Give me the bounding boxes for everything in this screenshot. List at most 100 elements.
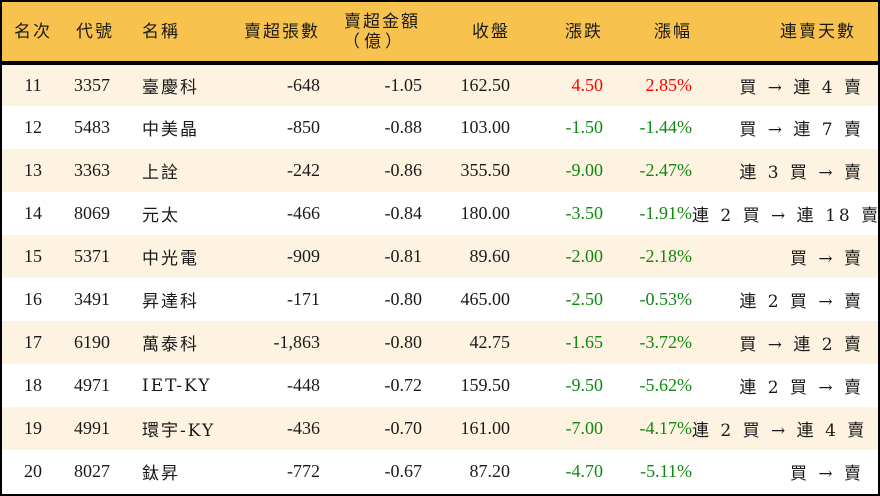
- cell-net-sell-amount: -0.84: [384, 203, 423, 223]
- cell-name: 中美晶: [142, 120, 199, 140]
- table-row[interactable]: 17 6190 萬泰科 -1,863 -0.80 42.75 -1.65 -3.…: [2, 321, 878, 364]
- table-row[interactable]: 18 4971 IET-KY -448 -0.72 159.50 -9.50 -…: [2, 364, 878, 407]
- cell-net-sell-amount: -0.81: [384, 246, 423, 266]
- cell-rank: 20: [24, 461, 42, 481]
- cell-streak: 連 2 買 → 連 4 賣: [692, 421, 868, 441]
- cell-close: 87.20: [469, 461, 511, 481]
- table-row[interactable]: 14 8069 元太 -466 -0.84 180.00 -3.50 -1.91…: [2, 192, 878, 235]
- table-row[interactable]: 15 5371 中光電 -909 -0.81 89.60 -2.00 -2.18…: [2, 235, 878, 278]
- cell-close: 159.50: [460, 375, 511, 395]
- cell-change-pct: -0.53%: [639, 289, 693, 309]
- cell-code: 3357: [74, 75, 110, 95]
- cell-rank: 15: [24, 246, 42, 266]
- cell-close: 162.50: [460, 75, 511, 95]
- cell-streak: 連 2 買 → 連 18 賣: [692, 206, 880, 226]
- cell-change: -9.00: [565, 160, 604, 180]
- cell-net-sell-amount: -0.88: [384, 117, 423, 137]
- cell-code: 3363: [74, 160, 110, 180]
- cell-code: 4991: [74, 418, 110, 438]
- cell-rank: 12: [24, 117, 42, 137]
- cell-name: 萬泰科: [142, 335, 199, 355]
- table-row[interactable]: 20 8027 鈦昇 -772 -0.67 87.20 -4.70 -5.11%…: [2, 450, 878, 493]
- cell-change: -4.70: [565, 461, 604, 481]
- header-code[interactable]: 代號: [64, 2, 134, 65]
- header-change[interactable]: 漲跌: [510, 2, 603, 65]
- cell-streak: 連 2 買 → 賣: [739, 378, 864, 398]
- cell-change: -2.00: [565, 246, 604, 266]
- cell-net-sell-shares: -466: [287, 203, 320, 223]
- cell-rank: 11: [24, 75, 42, 95]
- cell-close: 161.00: [460, 418, 511, 438]
- cell-code: 6190: [74, 332, 110, 352]
- header-net-sell-amount-unit: （億）: [343, 31, 406, 52]
- cell-net-sell-amount: -1.05: [384, 75, 423, 95]
- cell-change-pct: -1.91%: [639, 203, 693, 223]
- table-row[interactable]: 11 3357 臺慶科 -648 -1.05 162.50 4.50 2.85%…: [2, 63, 878, 106]
- cell-net-sell-amount: -0.80: [384, 332, 423, 352]
- cell-change: -7.00: [565, 418, 604, 438]
- cell-name: IET-KY: [142, 375, 212, 396]
- table-row[interactable]: 13 3363 上詮 -242 -0.86 355.50 -9.00 -2.47…: [2, 149, 878, 192]
- cell-change-pct: -4.17%: [639, 418, 693, 438]
- cell-change-pct: -1.44%: [639, 117, 693, 137]
- cell-net-sell-amount: -0.80: [384, 289, 423, 309]
- header-net-sell-shares[interactable]: 賣超張數: [234, 2, 320, 65]
- table-body: 11 3357 臺慶科 -648 -1.05 162.50 4.50 2.85%…: [2, 63, 878, 493]
- cell-close: 180.00: [460, 203, 511, 223]
- cell-change-pct: 2.85%: [645, 75, 693, 95]
- cell-streak: 買 → 賣: [789, 249, 864, 269]
- header-change-pct[interactable]: 漲幅: [603, 2, 692, 65]
- header-rank[interactable]: 名次: [2, 2, 64, 65]
- cell-code: 3491: [74, 289, 110, 309]
- cell-rank: 17: [24, 332, 42, 352]
- table-header-row: 名次 代號 名稱 賣超張數 賣超金額 （億） 收盤 漲跌 漲幅 連賣天數: [2, 2, 878, 65]
- cell-net-sell-amount: -0.86: [384, 160, 423, 180]
- cell-close: 89.60: [469, 246, 511, 266]
- cell-change: -2.50: [565, 289, 604, 309]
- cell-streak: 買 → 賣: [789, 464, 864, 484]
- cell-change-pct: -3.72%: [639, 332, 693, 352]
- cell-net-sell-shares: -1,863: [273, 332, 321, 352]
- cell-change-pct: -5.11%: [640, 461, 692, 481]
- cell-change: -9.50: [565, 375, 604, 395]
- cell-streak: 買 → 連 4 賣: [739, 78, 864, 98]
- header-net-sell-amount-label: 賣超金額: [344, 11, 420, 32]
- header-name[interactable]: 名稱: [134, 2, 234, 65]
- cell-rank: 13: [24, 160, 42, 180]
- header-close[interactable]: 收盤: [422, 2, 510, 65]
- cell-name: 昇達科: [142, 292, 199, 312]
- cell-close: 42.75: [469, 332, 511, 352]
- cell-change: -3.50: [565, 203, 604, 223]
- cell-net-sell-shares: -648: [287, 75, 320, 95]
- cell-rank: 18: [24, 375, 42, 395]
- cell-rank: 16: [24, 289, 42, 309]
- cell-streak: 買 → 連 7 賣: [739, 120, 864, 140]
- cell-net-sell-shares: -909: [287, 246, 320, 266]
- cell-name: 中光電: [142, 249, 199, 269]
- table-row[interactable]: 16 3491 昇達科 -171 -0.80 465.00 -2.50 -0.5…: [2, 278, 878, 321]
- cell-net-sell-shares: -850: [287, 117, 320, 137]
- cell-streak: 連 2 買 → 賣: [739, 292, 864, 312]
- cell-change-pct: -2.47%: [639, 160, 693, 180]
- header-streak[interactable]: 連賣天數: [692, 2, 878, 65]
- table-row[interactable]: 19 4991 環宇-KY -436 -0.70 161.00 -7.00 -4…: [2, 407, 878, 450]
- cell-net-sell-shares: -171: [287, 289, 320, 309]
- cell-close: 103.00: [460, 117, 511, 137]
- cell-code: 5371: [74, 246, 110, 266]
- cell-net-sell-shares: -436: [287, 418, 320, 438]
- header-net-sell-amount[interactable]: 賣超金額 （億）: [320, 2, 422, 65]
- cell-change: 4.50: [571, 75, 604, 95]
- cell-close: 465.00: [460, 289, 511, 309]
- cell-net-sell-amount: -0.70: [384, 418, 423, 438]
- cell-change-pct: -2.18%: [639, 246, 693, 266]
- cell-code: 4971: [74, 375, 110, 395]
- cell-name: 上詮: [142, 163, 180, 183]
- cell-code: 8069: [74, 203, 110, 223]
- table-row[interactable]: 12 5483 中美晶 -850 -0.88 103.00 -1.50 -1.4…: [2, 106, 878, 149]
- cell-code: 5483: [74, 117, 110, 137]
- cell-code: 8027: [74, 461, 110, 481]
- cell-net-sell-amount: -0.67: [384, 461, 423, 481]
- cell-change: -1.50: [565, 117, 604, 137]
